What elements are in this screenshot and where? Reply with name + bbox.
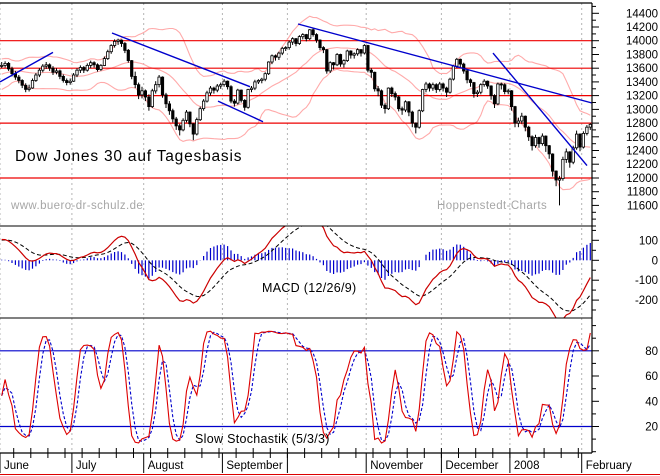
svg-text:-200: -200	[635, 295, 658, 307]
svg-text:11600: 11600	[627, 200, 658, 212]
svg-text:12000: 12000	[626, 173, 658, 185]
svg-text:60: 60	[645, 371, 658, 383]
chart-title: Dow Jones 30 auf Tagesbasis	[15, 148, 243, 165]
svg-text:11800: 11800	[627, 187, 658, 199]
month-labels: June July August September November December 2…	[4, 460, 632, 472]
svg-text:14400: 14400	[626, 8, 658, 20]
svg-text:40: 40	[645, 396, 658, 408]
stochastic-lines	[1, 330, 591, 444]
svg-text:February: February	[586, 460, 632, 472]
svg-text:September: September	[226, 460, 282, 472]
svg-text:July: July	[76, 460, 97, 472]
macd-panel-label: MACD (12/26/9)	[262, 281, 357, 295]
svg-text:12400: 12400	[626, 146, 658, 158]
trendlines	[0, 23, 593, 167]
svg-text:13800: 13800	[626, 50, 658, 62]
svg-text:November: November	[370, 460, 423, 472]
svg-text:13600: 13600	[626, 63, 658, 75]
stochastic-level-lines	[0, 350, 592, 428]
macd-histogram	[1, 243, 591, 280]
svg-text:13000: 13000	[626, 104, 658, 116]
macd-lines	[1, 226, 591, 318]
svg-text:20: 20	[645, 422, 658, 434]
bollinger-bands	[1, 15, 591, 191]
svg-text:0: 0	[652, 255, 658, 267]
svg-text:12600: 12600	[626, 132, 658, 144]
svg-text:80: 80	[645, 346, 658, 358]
svg-text:December: December	[445, 460, 498, 472]
svg-text:August: August	[148, 460, 185, 472]
svg-text:13200: 13200	[626, 91, 658, 103]
svg-text:14000: 14000	[626, 36, 658, 48]
watermark-provider: Hoppenstedt-Charts	[437, 200, 548, 212]
svg-text:12800: 12800	[626, 118, 658, 130]
candlestick-series	[0, 28, 592, 206]
svg-text:June: June	[4, 460, 29, 472]
svg-text:14200: 14200	[626, 22, 658, 34]
svg-text:12200: 12200	[626, 159, 658, 171]
svg-text:2008: 2008	[514, 460, 540, 472]
x-axis	[0, 448, 592, 473]
svg-text:-100: -100	[635, 275, 658, 287]
watermark-website: www.buero-dr-schulz.de	[11, 200, 144, 212]
panel-frame	[0, 2, 593, 453]
svg-text:100: 100	[639, 235, 658, 247]
svg-text:13400: 13400	[626, 77, 658, 89]
stochastic-panel-label: Slow Stochastik (5/3/3)	[195, 432, 330, 446]
